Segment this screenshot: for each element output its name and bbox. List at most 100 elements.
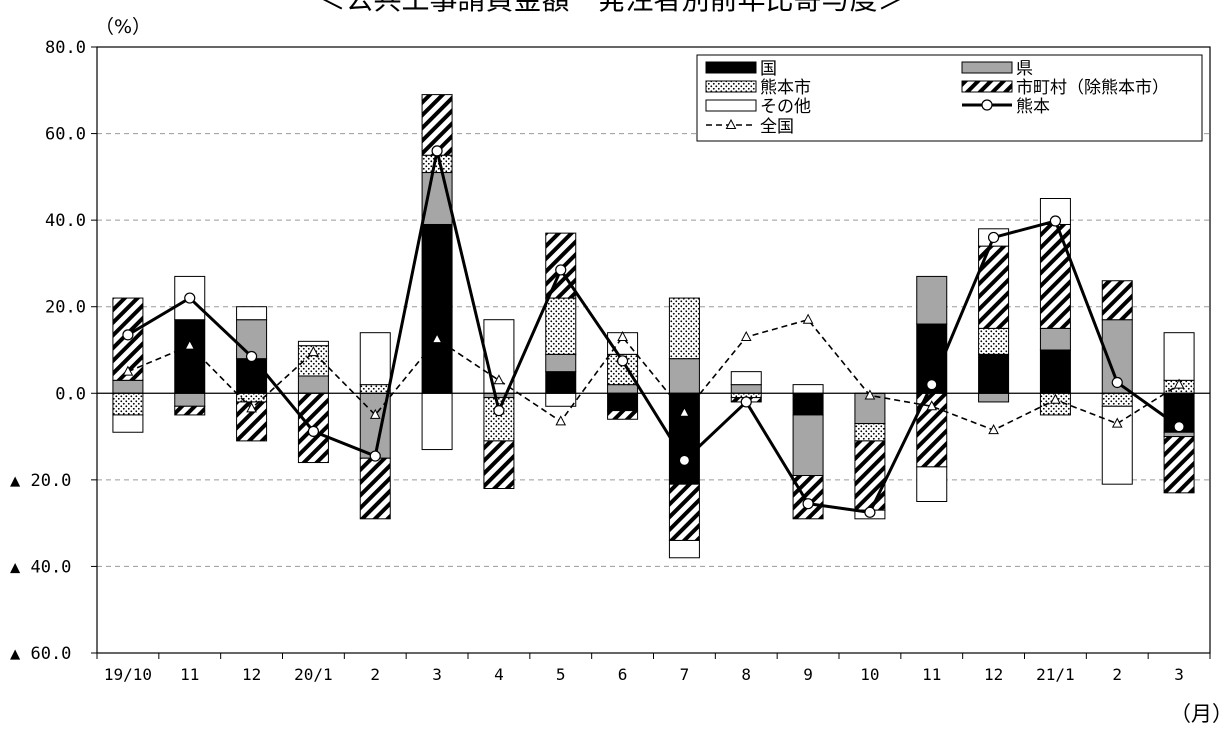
bar-segment <box>483 397 515 442</box>
bar-segment <box>607 384 639 394</box>
legend-label: 熊本市 <box>760 78 811 98</box>
y-tick-label: 0.0 <box>55 384 86 404</box>
x-tick-label: 12 <box>984 665 1003 684</box>
bar-segment <box>421 223 453 394</box>
chart-title: ＜公共工事請負金額 発注者別前年比寄与度＞ <box>0 0 1223 18</box>
point-zenkoku <box>864 389 876 400</box>
point-zenkoku <box>617 330 628 342</box>
y-axis-unit-label: （%） <box>95 16 152 38</box>
point-zenkoku <box>184 339 196 350</box>
x-tick-label: 2 <box>1112 665 1122 684</box>
bar-segment <box>607 392 639 412</box>
y-tick-label: 40.0 <box>45 211 86 231</box>
bar-segment <box>792 414 824 477</box>
x-tick-label: 2 <box>370 665 380 684</box>
point-zenkoku <box>740 330 752 342</box>
point-kumamoto <box>555 264 567 276</box>
bar-segment <box>545 371 577 394</box>
line-series <box>122 145 1185 518</box>
point-zenkoku <box>369 408 381 419</box>
point-zenkoku <box>555 415 567 426</box>
bar-segment <box>978 392 1010 403</box>
point-zenkoku <box>1050 393 1061 404</box>
bar-segment <box>1039 327 1071 351</box>
bar-segment <box>174 405 206 416</box>
bar-segment <box>359 457 391 520</box>
bar-segment <box>1163 431 1195 438</box>
legend-swatch <box>705 80 757 93</box>
bar-segment <box>1163 436 1195 494</box>
bar-segment <box>112 414 144 433</box>
legend-swatch <box>961 61 1013 74</box>
x-tick-label: 5 <box>556 665 566 684</box>
point-kumamoto <box>1173 421 1185 433</box>
bar-segment <box>730 384 762 394</box>
point-kumamoto <box>926 379 938 391</box>
bar-segment <box>1039 223 1071 329</box>
bar-segment <box>1163 332 1195 381</box>
x-tick-label: 6 <box>618 665 628 684</box>
bar-segment <box>730 371 762 386</box>
bar-segment <box>1101 280 1133 321</box>
point-kumamoto <box>802 498 814 510</box>
bar-segment <box>359 332 391 386</box>
point-kumamoto <box>864 506 876 518</box>
bar-series <box>112 94 1195 559</box>
legend-label: 市町村（除熊本市） <box>1016 78 1169 98</box>
point-kumamoto <box>431 145 443 157</box>
legend-label: その他 <box>760 97 811 117</box>
point-kumamoto <box>245 350 258 363</box>
bar-segment <box>297 375 329 394</box>
point-zenkoku <box>926 400 938 411</box>
point-zenkoku <box>431 333 443 344</box>
bar-segment <box>421 392 453 451</box>
bar-segment <box>545 297 577 355</box>
x-tick-label: 3 <box>1174 665 1184 684</box>
point-kumamoto <box>307 425 320 437</box>
bar-segment <box>792 384 824 394</box>
point-kumamoto <box>1049 215 1062 227</box>
bar-segment <box>607 410 639 420</box>
bar-segment <box>854 423 886 442</box>
x-tick-label: 11 <box>180 665 199 684</box>
bar-segment <box>112 379 144 394</box>
x-tick-label: 19/10 <box>104 665 152 684</box>
bar-segment <box>916 275 948 325</box>
bar-segment <box>174 392 206 407</box>
legend-marker-kumamoto <box>981 99 993 111</box>
axes <box>91 46 1211 659</box>
x-tick-label: 11 <box>922 665 941 684</box>
legend-swatch <box>961 80 1013 93</box>
bar-segment <box>1101 392 1133 407</box>
point-zenkoku <box>122 365 134 376</box>
x-tick-label: 20/1 <box>294 665 333 684</box>
legend-marker-zenkoku <box>725 118 737 129</box>
bar-segment <box>545 392 577 407</box>
legend-swatch <box>705 99 757 112</box>
legend-label: 国 <box>760 59 777 79</box>
point-kumamoto <box>493 405 505 417</box>
x-tick-label: 10 <box>860 665 879 684</box>
point-kumamoto <box>369 450 381 462</box>
legend-swatch <box>705 61 757 74</box>
bar-segment <box>112 392 144 416</box>
bar-segment <box>359 384 391 394</box>
point-zenkoku <box>308 346 319 357</box>
point-zenkoku <box>1111 417 1123 428</box>
point-zenkoku <box>493 374 505 385</box>
point-kumamoto <box>987 231 1000 244</box>
bar-segment <box>978 353 1010 394</box>
bar-segment <box>916 466 948 502</box>
point-kumamoto <box>678 454 691 466</box>
x-tick-label: 4 <box>494 665 504 684</box>
y-tick-label: 80.0 <box>45 38 86 58</box>
point-zenkoku <box>246 402 257 413</box>
point-zenkoku <box>802 313 814 324</box>
y-tick-label: ▲ 60.0 <box>10 644 71 664</box>
point-kumamoto <box>122 329 134 341</box>
x-tick-label: 21/1 <box>1036 665 1075 684</box>
y-tick-label: ▲ 40.0 <box>10 557 71 577</box>
bar-segment <box>792 475 824 520</box>
x-tick-label: 12 <box>242 665 261 684</box>
